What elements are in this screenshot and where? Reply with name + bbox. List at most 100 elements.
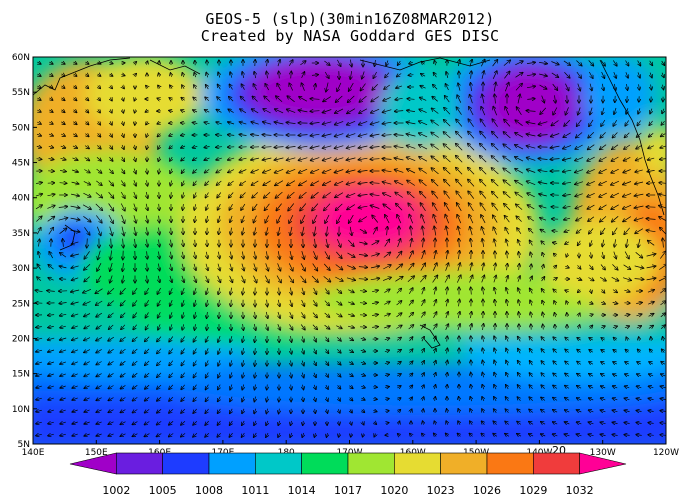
wind-arrow [539, 74, 547, 76]
wind-arrow [383, 135, 392, 136]
wind-arrow [432, 180, 439, 187]
wind-arrow [288, 203, 295, 211]
wind-arrow [169, 134, 173, 136]
wind-arrow [311, 168, 320, 172]
wind-arrow [419, 157, 428, 162]
wind-arrow [419, 109, 427, 113]
wind-arrow [36, 146, 41, 147]
wind-arrow [383, 122, 392, 124]
wind-arrow [312, 203, 319, 211]
wind-arrow [123, 109, 124, 112]
wind-arrow [95, 192, 102, 198]
wind-arrow [276, 203, 282, 211]
wind-arrow [254, 227, 256, 234]
wind-arrow [182, 168, 185, 173]
wind-arrow [337, 82, 342, 91]
wind-arrow [504, 83, 508, 92]
wind-arrow [515, 145, 524, 150]
wind-arrow [289, 84, 294, 91]
wind-arrow [495, 95, 496, 104]
wind-arrow [359, 206, 368, 208]
wind-arrow [230, 215, 232, 222]
wind-arrow [468, 180, 475, 187]
wind-arrow [170, 180, 171, 186]
colorbar-swatch [486, 452, 534, 475]
wind-arrow [194, 204, 195, 210]
wind-arrow [50, 98, 53, 100]
wind-arrow [662, 108, 664, 113]
wind-arrow [626, 72, 628, 77]
wind-arrow [471, 83, 472, 92]
wind-arrow [409, 62, 413, 64]
wind-arrow [611, 192, 620, 197]
wind-arrow [623, 193, 632, 196]
wind-arrow [526, 86, 535, 87]
wind-arrow [539, 84, 547, 89]
wind-arrow [109, 226, 113, 236]
wind-arrow [612, 144, 619, 149]
wind-arrow [469, 107, 474, 116]
wind-arrow [275, 168, 284, 172]
wind-arrow [73, 122, 76, 125]
wind-arrow [37, 62, 40, 64]
wind-arrow [445, 203, 450, 212]
wind-arrow [276, 191, 283, 198]
wind-arrow [204, 147, 210, 148]
wind-arrow [587, 156, 595, 161]
wind-arrow [48, 228, 53, 235]
wind-arrow [503, 156, 511, 162]
colorbar-label: 1032 [566, 484, 594, 497]
wind-arrow [445, 215, 450, 224]
wind-arrow [444, 191, 450, 199]
colorbar-swatch [208, 452, 256, 475]
wind-arrow [660, 146, 666, 148]
wind-arrow [371, 134, 380, 136]
wind-arrow [446, 227, 448, 236]
wind-arrow [240, 122, 247, 124]
wind-arrow [612, 216, 619, 221]
wind-arrow [84, 169, 89, 173]
wind-arrow [347, 108, 356, 114]
wind-arrow [651, 84, 652, 90]
wind-arrow [323, 180, 332, 185]
wind-arrow [480, 180, 487, 187]
wind-arrow [171, 73, 172, 77]
wind-arrow [613, 132, 618, 138]
wind-arrow [134, 191, 136, 198]
wind-arrow [444, 120, 451, 127]
wind-arrow [635, 217, 644, 221]
wind-arrow [74, 74, 77, 76]
wind-arrow [387, 227, 388, 236]
wind-arrow [96, 157, 101, 160]
wind-arrow [299, 168, 308, 173]
plot-subtitle: Created by NASA Goddard GES DISC [200, 27, 500, 45]
wind-arrow [434, 73, 437, 78]
wind-arrow [287, 168, 296, 172]
wind-arrow [182, 192, 183, 197]
wind-arrow [109, 156, 112, 161]
wind-arrow [433, 215, 437, 224]
wind-arrow [182, 180, 184, 186]
wind-arrow [650, 72, 652, 78]
wind-arrow [157, 98, 160, 99]
wind-arrow [311, 99, 320, 100]
wind-arrow [635, 182, 644, 184]
wind-arrow [504, 204, 511, 211]
wind-arrow [611, 204, 619, 209]
wind-arrow [504, 72, 509, 79]
wind-arrow [134, 156, 135, 161]
wind-arrow [71, 182, 79, 184]
wind-arrow [540, 218, 547, 220]
wind-arrow [323, 157, 332, 161]
wind-arrow [277, 84, 282, 91]
wind-arrow [611, 168, 619, 173]
wind-arrow [565, 83, 568, 91]
wind-arrow [194, 85, 196, 90]
wind-arrow [600, 60, 605, 65]
wind-arrow [315, 84, 316, 90]
kamchatka-coast [33, 57, 131, 96]
plot-title: GEOS-5 (slp)(30min16Z08MAR2012) [205, 10, 495, 28]
wind-arrow [122, 226, 124, 236]
wind-arrow [134, 180, 136, 185]
wind-arrow [515, 73, 523, 78]
